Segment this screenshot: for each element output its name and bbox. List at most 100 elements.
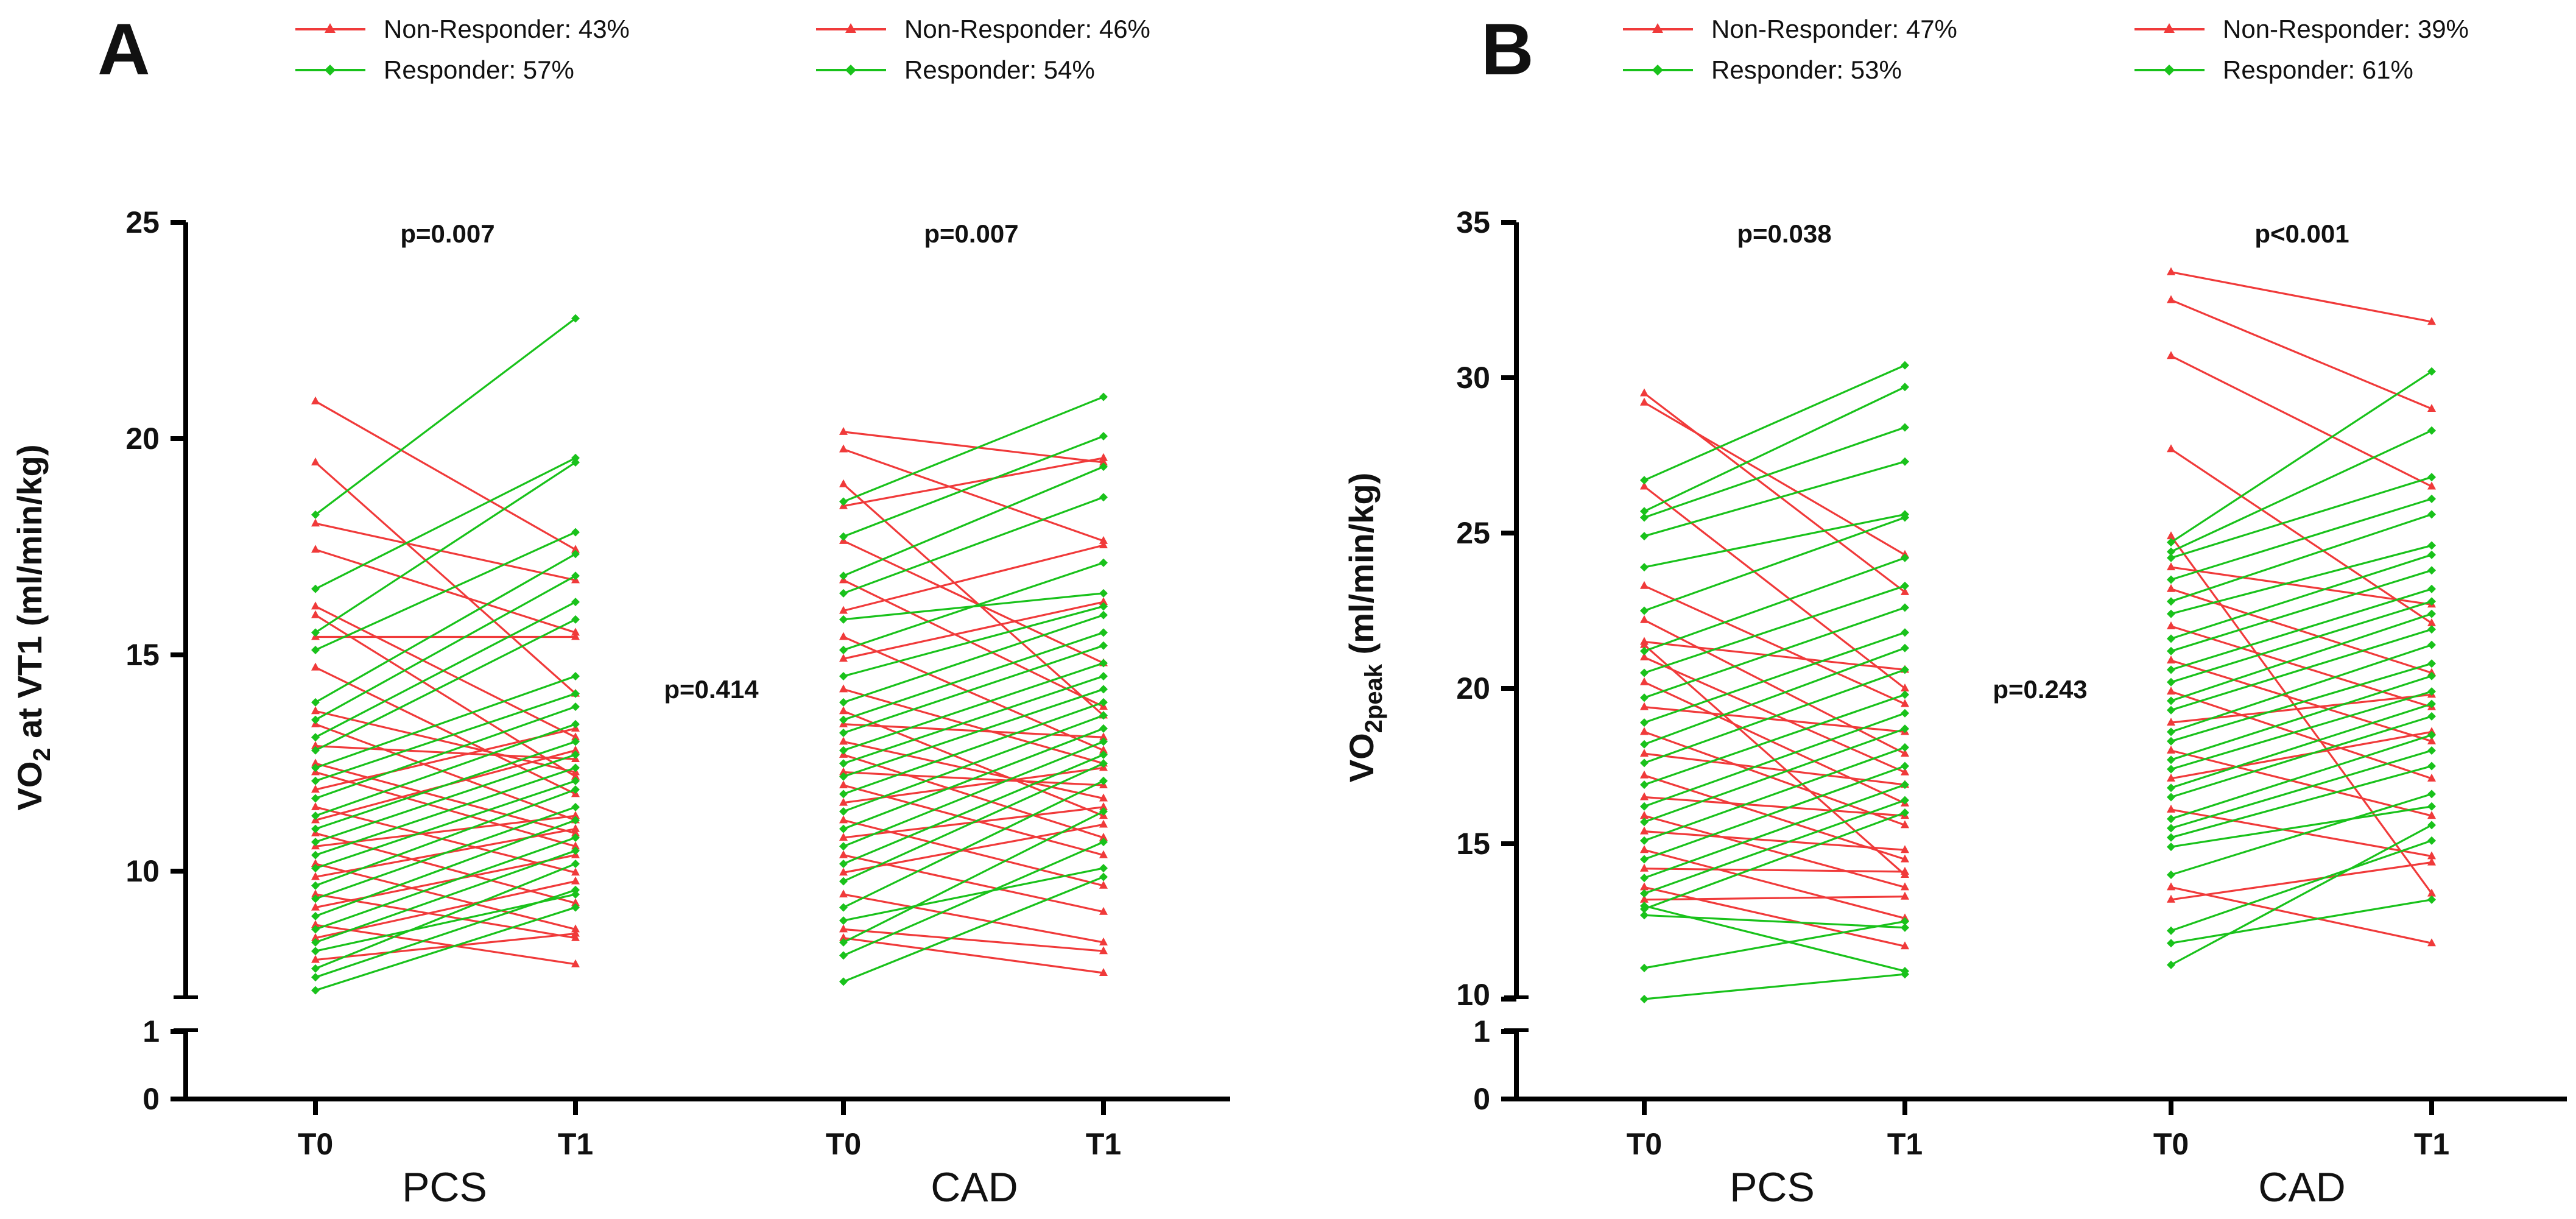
cad-point-t0-a-7 [839,571,848,581]
y-tick-label-a-20: 20 [125,422,160,456]
pcs-pair-line-a-18 [315,618,576,752]
y-tick-label-b-0: 0 [1473,1082,1490,1116]
cad-pair-line-b-28 [2170,702,2432,789]
cad-point-t1-a-29 [1099,698,1108,707]
pcs-point-t1-a-43 [571,876,580,885]
cad-point-t0-a-36 [839,850,848,858]
pcs-point-t0-b-4 [1640,507,1649,516]
pcs-pair-line-b-35 [1644,886,1906,947]
pcs-pair-line-a-38 [315,806,576,900]
cad-point-t1-b-39 [2427,821,2436,830]
cad-point-t0-a-10 [839,606,848,614]
pcs-point-t0-b-27 [1640,811,1649,819]
pcs-point-t0-a-47 [311,964,320,973]
pcs-point-t0-a-46 [311,955,320,963]
cad-point-t1-b-34 [2427,802,2436,811]
pcs-point-t1-b-3 [1901,684,1909,691]
group-label-b-pcs: PCS [1730,1164,1815,1210]
pcs-point-t1-b-5 [1901,423,1909,432]
cad-point-t1-b-23 [2427,659,2436,668]
cad-point-t1-a-31 [1099,711,1108,720]
pcs-pair-line-b-32 [1644,765,1906,861]
pcs-pair-line-a-28 [315,740,576,830]
cad-point-t1-a-41 [1099,776,1108,785]
pcs-point-t0-b-2 [1640,476,1649,485]
cad-point-t0-b-12 [2167,621,2175,629]
legend-a-marker-2 [845,23,856,33]
pcs-point-t0-b-6 [1640,532,1649,541]
axes-a [171,220,1230,1115]
cad-point-t1-a-27 [1099,685,1108,694]
cad-point-t1-a-42 [1099,864,1108,873]
pcs-pair-line-a-6 [315,605,576,738]
pcs-point-t0-b-37 [1640,894,1649,903]
pcs-pair-line-a-25 [315,806,576,874]
pcs-point-t1-a-33 [571,924,580,933]
cad-pair-line-a-45 [843,841,1104,956]
legend-b-marker-0 [1652,23,1663,33]
pcs-point-t1-a-21 [571,841,580,850]
cad-pair-line-b-19 [2170,613,2432,702]
cad-point-t1-a-13 [1099,558,1108,567]
pcs-point-t1-b-22 [1901,665,1909,674]
pcs-point-t1-b-30 [1901,743,1909,752]
cad-point-t0-a-39 [839,877,848,886]
pcs-point-t1-a-7 [571,771,580,780]
pcs-pair-line-b-18 [1644,631,1906,724]
pcs-point-t0-a-20 [311,763,320,772]
cad-point-t1-b-32 [2427,746,2436,755]
cad-point-t0-a-31 [839,807,848,816]
pcs-point-t0-a-33 [311,858,320,867]
cad-point-t0-b-27 [2167,773,2175,782]
pcs-point-t1-b-12 [1901,553,1909,562]
pcs-point-t0-b-12 [1640,646,1649,655]
pcs-point-t0-b-19 [1640,727,1649,735]
pcs-point-t0-a-42 [311,925,320,934]
cad-pair-line-b-41 [2170,535,2433,894]
cad-point-t1-a-10 [1099,540,1108,549]
panel-label-b: B [1481,9,1534,90]
legend-b-marker-1 [1652,65,1663,76]
cad-point-t0-a-23 [839,746,848,755]
cad-point-t1-b-5 [2427,426,2436,435]
cad-point-t0-b-9 [2167,584,2175,592]
pcs-pair-line-a-43 [315,880,576,939]
cad-point-t0-b-32 [2167,824,2175,833]
cad-point-t1-a-38 [1099,819,1108,828]
cad-pair-line-a-1 [843,448,1104,542]
cad-point-t0-b-22 [2167,727,2175,737]
pcs-point-t1-b-23 [1901,854,1909,863]
pcs-point-t0-a-49 [311,986,320,995]
cad-point-t0-a-0 [839,426,848,435]
pcs-point-t0-b-42 [1640,902,1649,910]
y-tick-label-b-35: 35 [1456,205,1490,239]
pcs-pair-line-a-32 [315,766,576,857]
pcs-point-t1-b-29 [1901,845,1909,853]
cad-pair-line-b-37 [2170,839,2432,932]
pcs-pair-line-b-20 [1644,647,1906,746]
cad-point-t0-a-14 [839,654,848,662]
pcs-pair-line-b-1 [1644,401,1906,556]
cad-pair-line-a-43 [843,928,1104,952]
cad-point-t1-a-4 [1099,453,1108,461]
pcs-point-t0-a-44 [311,938,320,947]
cad-pair-line-a-16 [843,688,1104,765]
cad-pair-line-a-19 [843,631,1104,721]
cad-point-t0-b-37 [2167,926,2175,935]
cad-point-t1-b-29 [2427,712,2436,721]
cad-point-t1-a-19 [1099,628,1108,637]
pcs-point-t0-a-41 [311,920,320,928]
cad-pair-line-b-12 [2170,625,2432,708]
cad-point-t1-a-12 [1099,745,1108,754]
cad-point-t0-a-47 [839,933,848,941]
panel-a: A Non-Responder: 43% Responder: 57% Non-… [10,9,1230,1210]
legend-b-label-1: Responder: 53% [1711,55,1902,84]
legend-a-item-3: Responder: 54% [816,55,1095,84]
cad-pair-line-a-44 [843,810,1104,944]
cad-point-t1-b-6 [2427,473,2436,482]
cad-point-t1-a-36 [1099,906,1108,915]
pcs-point-t1-b-34 [1901,780,1909,790]
cad-point-t1-b-4 [2427,367,2436,376]
panel-b: B Non-Responder: 47% Responder: 53% Non-… [1342,9,2567,1210]
pcs-point-t0-a-24 [311,794,320,803]
